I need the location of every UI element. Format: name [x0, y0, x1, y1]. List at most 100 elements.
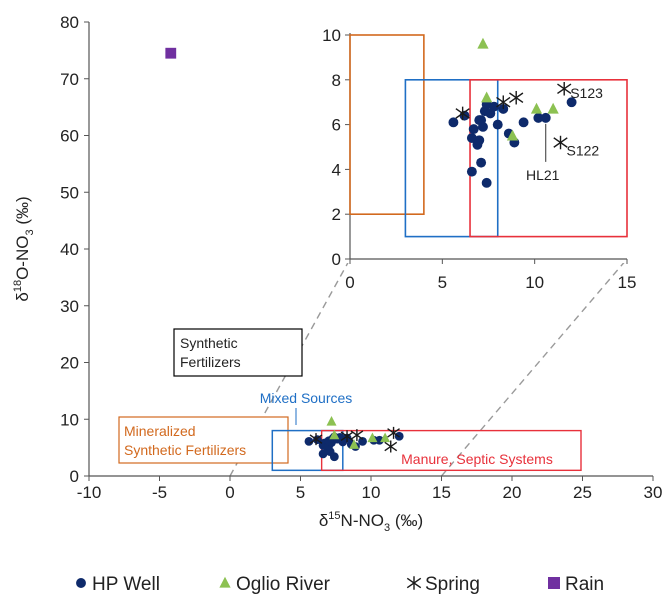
oglio-river-triangle — [506, 129, 519, 141]
y-tick-label: 60 — [60, 127, 79, 146]
x-tick-label: 0 — [225, 483, 234, 502]
x-tick-label: -5 — [152, 483, 167, 502]
hp-well-point — [329, 452, 339, 462]
oglio-river-triangle — [380, 432, 391, 443]
hp-well-dot — [540, 112, 551, 123]
hp-well-dot — [448, 117, 459, 128]
legend-item-hp-well: HP Well — [76, 574, 160, 595]
y-axis-title-rest: O-NO — [13, 236, 32, 280]
main-points — [165, 47, 404, 462]
inset-hp-well-point — [492, 119, 503, 130]
hp-well-dot — [474, 115, 485, 126]
hp-well-dot — [489, 101, 499, 112]
oglio-river-point — [326, 416, 337, 426]
x-axis-title-unit: (‰) — [390, 511, 423, 530]
x-axis-title-sup: 15 — [328, 510, 340, 522]
y-tick-label: 80 — [60, 13, 79, 32]
annotation-hl21: HL21 — [526, 167, 560, 183]
oglio-river-triangle — [530, 102, 543, 114]
inset-y-tick-label: 4 — [332, 160, 341, 179]
annotation-s122: S122 — [567, 143, 600, 159]
legend-item-spring: Spring — [406, 574, 480, 595]
legend-marker-spring — [406, 576, 422, 590]
legend-item-rain: Rain — [548, 574, 604, 595]
oglio-river-triangle — [477, 37, 489, 49]
oglio-river-triangle — [326, 416, 337, 426]
inset-hp-well-point — [474, 115, 485, 126]
spring-point — [350, 429, 364, 442]
legend-marker-hp-well — [76, 578, 86, 588]
inset-hp-well-point — [448, 117, 459, 128]
oglio-river-triangle — [367, 432, 378, 443]
inset-oglio-river-point — [506, 129, 519, 141]
synthetic-fertilizers-label-line2: Fertilizers — [180, 354, 241, 370]
y-tick-label: 70 — [60, 70, 79, 89]
oglio-river-triangle — [349, 439, 360, 449]
hp-well-dot — [76, 578, 86, 588]
oglio-river-point — [380, 432, 391, 443]
x-axis-title-main: δ — [319, 511, 328, 530]
inset-spring-point — [455, 106, 470, 121]
main-axes: -10 -5 0 5 10 15 20 25 3001020304050607080δ15N-N… — [12, 13, 662, 534]
legend-label-oglio-river: Oglio River — [236, 574, 331, 595]
hp-well-point — [375, 435, 384, 445]
legend-marker-rain — [548, 577, 560, 589]
synthetic-fertilizers-label-line1: Synthetic — [180, 335, 238, 351]
mineralized-label-line1: Mineralized — [124, 423, 196, 439]
legend-item-oglio-river: Oglio River — [219, 574, 331, 595]
oglio-river-triangle — [329, 429, 340, 440]
hp-well-point — [358, 436, 367, 446]
hp-well-point — [304, 436, 314, 446]
x-tick-label: 15 — [432, 483, 451, 502]
y-tick-label: 50 — [60, 183, 79, 202]
oglio-river-triangle — [481, 91, 493, 103]
hp-well-dot — [375, 435, 384, 445]
inset-oglio-river-point — [477, 37, 489, 49]
x-axis-title-sub: 3 — [384, 522, 390, 534]
inset-hp-well-point — [540, 112, 551, 123]
annotation-s123: S123 — [570, 85, 603, 101]
hp-well-dot — [474, 135, 485, 146]
inset-spring-point — [496, 95, 511, 109]
hp-well-dot — [468, 124, 479, 135]
inset-hp-well-point — [468, 124, 479, 135]
inset-y-tick-label: 2 — [332, 205, 341, 224]
synthetic-fertilizers-box — [173, 328, 303, 377]
inset-hp-well-point — [518, 117, 529, 128]
hp-well-dot — [304, 436, 314, 446]
inset-x-tick-label: 10 — [525, 273, 544, 292]
y-axis-title-sup: 18 — [12, 280, 24, 292]
x-axis-title: δ15N-NO3 (‰) — [319, 510, 423, 534]
x-tick-label: 10 — [362, 483, 381, 502]
hp-well-dot — [566, 97, 577, 108]
x-axis-title-rest: N-NO — [341, 511, 384, 530]
hp-well-dot — [533, 112, 544, 123]
inset-x-tick-label: 15 — [618, 273, 637, 292]
x-tick-label: 25 — [573, 483, 592, 502]
mineralized-label-box — [118, 416, 289, 464]
manure-septic-label: Manure, Septic Systems — [401, 451, 553, 467]
inset-spring-point — [509, 90, 524, 105]
inset-plot: 0 5 10 15 0 2 4 6 8 10 S123 S122 HL21 — [322, 26, 637, 292]
hp-well-dot — [518, 117, 529, 128]
hp-well-dot — [481, 177, 492, 188]
mixed-sources-box — [271, 429, 344, 472]
oglio-river-triangle — [547, 102, 559, 114]
y-axis-title-sub: 3 — [24, 229, 36, 235]
y-axis-title-main: δ — [13, 292, 32, 301]
mineralized-label-line2: Synthetic Fertilizers — [124, 442, 246, 458]
legend: HP Well Oglio River Spring Rain — [76, 574, 604, 595]
oglio-river-triangle — [219, 576, 231, 588]
hp-well-dot — [358, 436, 367, 446]
inset-hp-well-point — [489, 101, 499, 112]
spring-point — [309, 433, 323, 446]
inset-hp-well-point — [474, 135, 485, 146]
inset-points — [448, 37, 577, 188]
spring-point — [384, 440, 398, 453]
hp-well-dot — [476, 157, 487, 168]
inset-oglio-river-point — [547, 102, 559, 114]
inset-y-tick-label: 0 — [332, 250, 341, 269]
rain-square — [165, 47, 177, 59]
